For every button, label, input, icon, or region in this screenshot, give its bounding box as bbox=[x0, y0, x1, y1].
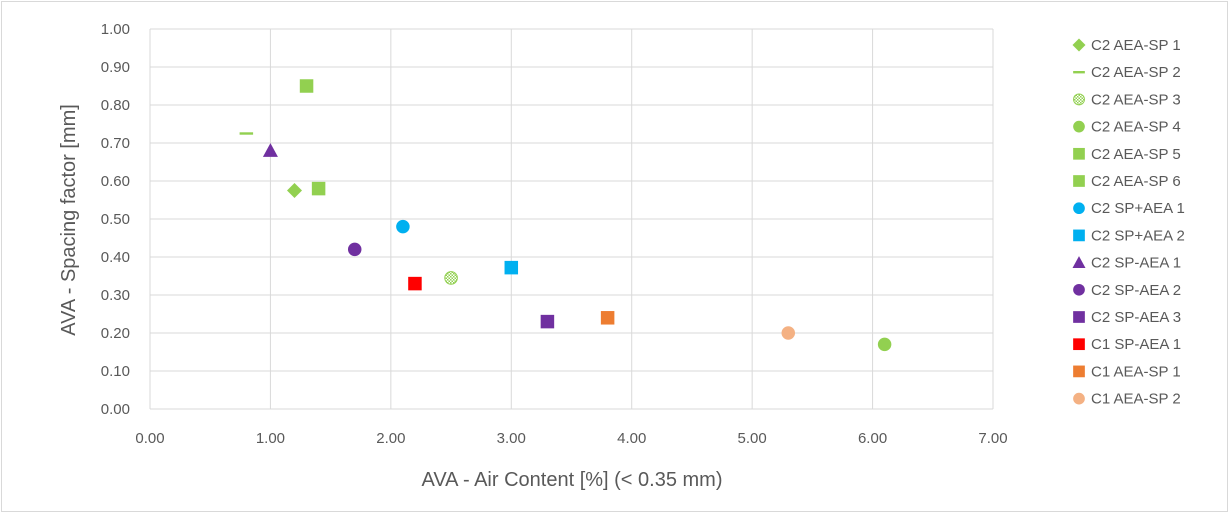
y-tick-label: 0.00 bbox=[101, 401, 130, 418]
legend-marker bbox=[1073, 120, 1085, 133]
y-tick-label: 0.40 bbox=[101, 249, 130, 266]
data-point bbox=[540, 314, 555, 329]
legend-item: C2 SP-AEA 3 bbox=[1073, 309, 1181, 326]
data-point bbox=[600, 311, 615, 325]
y-tick-label: 0.10 bbox=[101, 363, 130, 380]
x-tick-label: 4.00 bbox=[617, 430, 646, 447]
legend-item: C2 AEA-SP 2 bbox=[1073, 64, 1181, 81]
x-tick-label: 1.00 bbox=[256, 430, 285, 447]
legend-marker bbox=[1073, 229, 1085, 242]
legend-label: C2 AEA-SP 5 bbox=[1091, 146, 1181, 163]
legend-label: C1 SP-AEA 1 bbox=[1091, 336, 1181, 353]
x-tick-label: 0.00 bbox=[135, 430, 164, 447]
legend-marker bbox=[1073, 338, 1085, 351]
y-tick-label: 0.20 bbox=[101, 325, 130, 342]
data-point bbox=[504, 260, 519, 275]
y-tick-label: 0.50 bbox=[101, 211, 130, 228]
legend-label: C2 SP+AEA 1 bbox=[1091, 200, 1185, 217]
data-point bbox=[877, 337, 892, 352]
data-points bbox=[239, 79, 892, 352]
legend-item: C1 AEA-SP 1 bbox=[1073, 363, 1181, 380]
data-point bbox=[287, 183, 303, 198]
y-tick-label: 0.80 bbox=[101, 97, 130, 114]
x-tick-label: 2.00 bbox=[376, 430, 405, 447]
x-tick-label: 3.00 bbox=[497, 430, 526, 447]
legend-label: C1 AEA-SP 1 bbox=[1091, 363, 1181, 380]
x-axis-title: AVA - Air Content [%] (< 0.35 mm) bbox=[421, 469, 722, 491]
legend-marker bbox=[1073, 392, 1085, 405]
legend-marker bbox=[1073, 365, 1085, 378]
legend-item: C2 AEA-SP 1 bbox=[1072, 37, 1181, 54]
legend: C2 AEA-SP 1 C2 AEA-SP 2 C2 AEA-SP 3 C2 AEA-… bbox=[1072, 37, 1185, 408]
data-point bbox=[299, 79, 314, 93]
legend-item: C2 AEA-SP 6 bbox=[1073, 173, 1181, 190]
data-point bbox=[239, 132, 254, 135]
data-point bbox=[347, 242, 362, 257]
legend-label: C2 AEA-SP 4 bbox=[1091, 119, 1181, 136]
legend-marker bbox=[1073, 147, 1085, 160]
data-point bbox=[262, 143, 278, 157]
data-point bbox=[781, 326, 796, 340]
legend-marker bbox=[1073, 311, 1085, 323]
legend-marker bbox=[1072, 38, 1086, 52]
y-tick-label: 0.30 bbox=[101, 287, 130, 304]
legend-item: C2 SP+AEA 1 bbox=[1073, 200, 1185, 217]
legend-item: C1 AEA-SP 2 bbox=[1073, 391, 1181, 408]
data-point bbox=[408, 276, 422, 291]
legend-label: C2 SP+AEA 2 bbox=[1091, 227, 1185, 244]
y-axis-title: AVA - Spacing factor [mm] bbox=[58, 104, 80, 336]
legend-item: C2 AEA-SP 4 bbox=[1073, 119, 1181, 136]
legend-item: C2 SP+AEA 2 bbox=[1073, 227, 1185, 244]
legend-marker bbox=[1073, 93, 1085, 106]
legend-item: C1 SP-AEA 1 bbox=[1073, 336, 1181, 353]
legend-label: C2 AEA-SP 1 bbox=[1091, 37, 1181, 54]
x-tick-label: 6.00 bbox=[858, 430, 887, 447]
legend-marker bbox=[1073, 202, 1085, 215]
legend-label: C2 AEA-SP 6 bbox=[1091, 173, 1181, 190]
gridlines bbox=[149, 28, 994, 410]
y-tick-label: 0.90 bbox=[101, 59, 130, 76]
legend-marker bbox=[1073, 71, 1085, 74]
legend-marker bbox=[1072, 256, 1086, 269]
data-point bbox=[311, 181, 326, 196]
data-point bbox=[396, 219, 410, 234]
y-tick-label: 0.60 bbox=[101, 173, 130, 190]
legend-marker bbox=[1073, 175, 1085, 187]
y-tick-label: 1.00 bbox=[101, 21, 130, 38]
legend-item: C2 AEA-SP 3 bbox=[1073, 91, 1181, 108]
x-tick-label: 5.00 bbox=[738, 430, 767, 447]
legend-item: C2 AEA-SP 5 bbox=[1073, 146, 1181, 163]
data-point bbox=[444, 271, 458, 285]
legend-label: C1 AEA-SP 2 bbox=[1091, 391, 1181, 408]
legend-item: C2 SP-AEA 2 bbox=[1073, 282, 1181, 299]
legend-label: C2 AEA-SP 2 bbox=[1091, 64, 1181, 81]
x-tick-label: 7.00 bbox=[978, 430, 1007, 447]
legend-item: C2 SP-AEA 1 bbox=[1072, 255, 1181, 272]
tick-labels: 0.00 0.10 0.20 0.30 0.40 0.50 0.60 0.70 0.80 0.90… bbox=[101, 21, 1008, 447]
legend-label: C2 SP-AEA 1 bbox=[1091, 255, 1181, 272]
y-tick-label: 0.70 bbox=[101, 135, 130, 152]
legend-label: C2 AEA-SP 3 bbox=[1091, 91, 1181, 108]
legend-marker bbox=[1073, 283, 1085, 296]
legend-label: C2 SP-AEA 2 bbox=[1091, 282, 1181, 299]
legend-label: C2 SP-AEA 3 bbox=[1091, 309, 1181, 326]
